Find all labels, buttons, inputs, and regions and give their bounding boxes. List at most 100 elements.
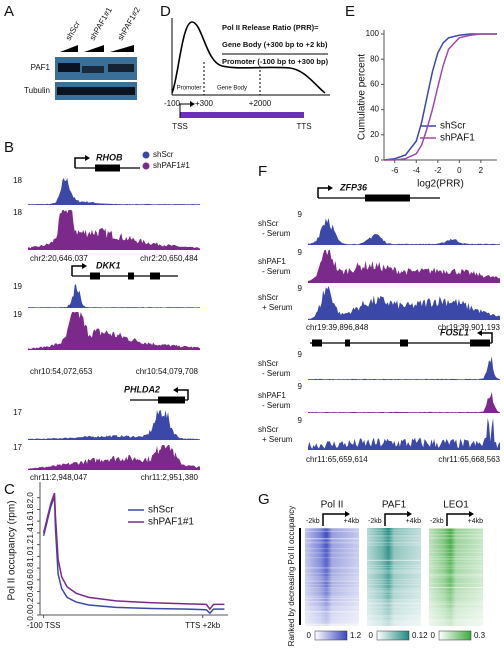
track-label: - Serum <box>262 229 291 238</box>
gene-name: RHOB <box>96 152 123 162</box>
coordinate: chr11:65,659,614 <box>306 455 368 464</box>
coverage-track <box>308 250 500 283</box>
legend-dot <box>142 151 150 159</box>
y-tick-label: 0.2 <box>26 597 35 609</box>
position-label: +300 <box>195 99 214 108</box>
y-tick-label: 80 <box>370 54 379 63</box>
y-tick-label: 1.6 <box>26 515 35 527</box>
colorbar <box>376 630 410 641</box>
tss-arrow <box>179 103 190 118</box>
lane-label: shScr <box>64 20 82 43</box>
series-line <box>42 492 225 611</box>
y-tick-label: 60 <box>370 80 379 89</box>
coordinate: chr10:54,079,708 <box>136 367 199 376</box>
y-tick-label: 0.0 <box>26 609 35 621</box>
row-label: PAF1 <box>31 63 51 72</box>
legend-label: shPAF1#1 <box>153 161 190 170</box>
x-tick-label: -100 TSS <box>27 621 61 630</box>
band <box>82 66 104 73</box>
exon <box>90 272 100 280</box>
coverage-track <box>28 312 200 350</box>
arrow-head <box>173 387 178 393</box>
coordinate: chr10:54,072,653 <box>30 367 93 376</box>
series-line <box>383 33 497 161</box>
band <box>108 64 134 72</box>
x-tick-label: -2 <box>434 166 442 175</box>
colorbar-label: 0 <box>307 631 312 640</box>
end-label: TSS <box>172 122 188 131</box>
y-tick-label: 2.0 <box>26 492 35 504</box>
panel-label: A <box>4 3 14 20</box>
tss-arrow <box>384 513 407 526</box>
x-axis-label: log2(PRR) <box>417 179 464 190</box>
coverage-track <box>28 445 200 470</box>
track-label: + Serum <box>262 303 293 312</box>
y-tick-label: 1.4 <box>26 527 35 539</box>
coordinate: chr11:2,948,047 <box>30 473 88 482</box>
column-title: Pol II <box>321 500 344 511</box>
band <box>57 87 135 95</box>
y-tick-label: 0 <box>375 155 380 164</box>
y-tick-label: 40 <box>370 105 379 114</box>
y-tick-label: 1.8 <box>26 503 35 515</box>
track-label: shScr <box>258 219 279 228</box>
arrow-head <box>477 330 482 336</box>
track-label: - Serum <box>262 369 291 378</box>
arrow-head <box>190 101 195 107</box>
track-label: - Serum <box>262 401 291 410</box>
track-label: shScr <box>258 293 279 302</box>
y-axis-label: Cumulative percent <box>357 54 368 140</box>
tss-arrow <box>317 187 328 198</box>
arrow-head <box>85 155 90 161</box>
heatmap-fade <box>367 528 421 626</box>
legend-label: shPAF1#1 <box>148 517 194 528</box>
coverage-track <box>28 178 200 205</box>
track-scale: 9 <box>298 416 303 425</box>
arrow-head <box>407 511 412 517</box>
legend-dot <box>142 162 150 170</box>
colorbar <box>438 630 472 641</box>
heatmap-fade <box>305 528 359 626</box>
track-label: + Serum <box>262 435 293 444</box>
wedge <box>110 45 134 52</box>
y-tick-label: 0.4 <box>26 585 35 597</box>
track-scale: 17 <box>13 443 22 452</box>
panel-label: E <box>345 3 355 20</box>
exon <box>400 339 408 347</box>
x-tick-label: 0 <box>457 166 462 175</box>
gene-name: FOSL1 <box>440 327 469 337</box>
arrow-head <box>328 185 333 191</box>
track-label: shPAF1 <box>258 391 286 400</box>
coverage-track <box>28 210 200 250</box>
arrow-head <box>469 511 474 517</box>
position-label: -100 <box>164 99 181 108</box>
coverage-track <box>308 356 500 380</box>
track-scale: 19 <box>13 310 22 319</box>
coordinate: chr2:20,646,037 <box>30 254 88 263</box>
exon <box>365 194 410 202</box>
coverage-track <box>308 286 500 320</box>
track-scale: 18 <box>13 176 22 185</box>
x-tick-label: TTS +2kb <box>185 621 220 630</box>
coverage-track <box>308 418 500 450</box>
panel-label: G <box>258 491 270 508</box>
track-label: shScr <box>258 359 279 368</box>
region-label: Promoter <box>177 86 202 92</box>
track-scale: 9 <box>298 284 303 293</box>
y-tick-label: 0.6 <box>26 574 35 586</box>
gene-name: DKK1 <box>96 260 121 270</box>
y-tick-label: 1.2 <box>26 539 35 551</box>
y-tick-label: 20 <box>370 130 379 139</box>
colorbar-label: 0 <box>431 631 436 640</box>
tick-label: +4kb <box>344 518 359 525</box>
axis-label: Ranked by decreasing Pol II occupancy <box>287 506 296 647</box>
track-label: shPAF1 <box>258 257 286 266</box>
end-label: TTS <box>296 122 311 131</box>
colorbar-label: 0.3 <box>474 631 486 640</box>
gene-name: ZFP36 <box>339 182 368 192</box>
y-tick-label: 1.0 <box>26 550 35 562</box>
band <box>58 63 80 72</box>
tick-label: -2kb <box>306 518 320 525</box>
